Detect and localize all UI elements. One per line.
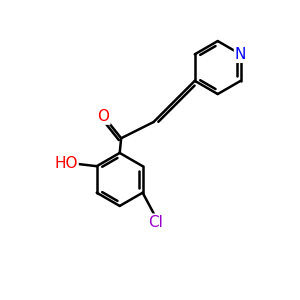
Text: HO: HO xyxy=(54,156,78,171)
Text: N: N xyxy=(235,47,246,62)
Text: O: O xyxy=(98,109,110,124)
Text: Cl: Cl xyxy=(148,214,163,230)
